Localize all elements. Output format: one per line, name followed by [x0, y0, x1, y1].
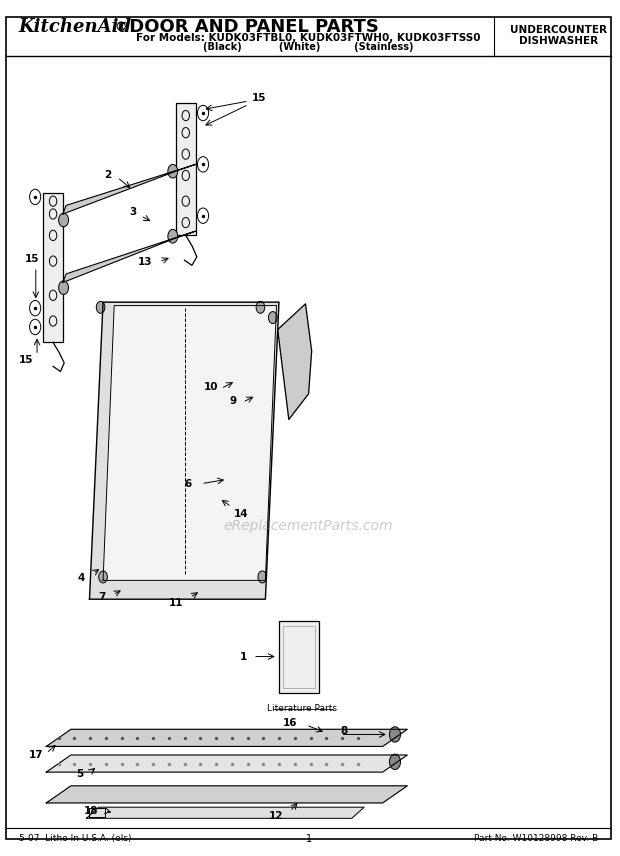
Text: 15: 15	[25, 253, 39, 264]
Text: 17: 17	[29, 750, 43, 760]
Text: 6: 6	[185, 479, 192, 489]
Circle shape	[268, 312, 277, 324]
Text: 16: 16	[283, 718, 298, 728]
Circle shape	[256, 301, 265, 313]
Text: 12: 12	[269, 811, 284, 821]
Polygon shape	[103, 306, 277, 580]
Text: 7: 7	[98, 592, 105, 603]
Circle shape	[168, 229, 178, 243]
Text: 9: 9	[230, 395, 237, 406]
Circle shape	[168, 164, 178, 178]
Text: Literature Parts: Literature Parts	[267, 704, 337, 713]
Text: 5: 5	[77, 769, 84, 779]
Text: 10: 10	[204, 382, 218, 392]
Text: 15: 15	[19, 354, 33, 365]
Polygon shape	[63, 164, 196, 214]
Text: 18: 18	[84, 805, 99, 816]
Text: For Models: KUDK03FTBL0, KUDK03FTWH0, KUDK03FTSS0: For Models: KUDK03FTBL0, KUDK03FTWH0, KU…	[136, 33, 481, 43]
Bar	[176, 103, 196, 235]
Text: DOOR AND PANEL PARTS: DOOR AND PANEL PARTS	[123, 18, 379, 37]
Text: 2: 2	[104, 170, 112, 181]
Text: 1: 1	[306, 834, 312, 844]
Text: 13: 13	[138, 257, 153, 267]
Text: 15: 15	[252, 93, 267, 104]
Text: 8: 8	[341, 726, 348, 736]
Text: 5-07  Litho In U.S.A. (els): 5-07 Litho In U.S.A. (els)	[19, 835, 131, 843]
Circle shape	[258, 571, 267, 583]
Text: 4: 4	[78, 573, 85, 583]
Circle shape	[59, 281, 68, 294]
Circle shape	[389, 727, 401, 742]
Text: 1: 1	[240, 651, 247, 662]
Text: 14: 14	[233, 508, 248, 519]
Polygon shape	[63, 231, 196, 282]
Polygon shape	[89, 302, 279, 599]
Text: Part No. W10128998 Rev. B: Part No. W10128998 Rev. B	[474, 835, 599, 843]
Text: eReplacementParts.com: eReplacementParts.com	[224, 520, 393, 533]
Text: 11: 11	[169, 597, 183, 608]
Circle shape	[96, 301, 105, 313]
Text: (Black)           (White)          (Stainless): (Black) (White) (Stainless)	[203, 42, 414, 52]
Polygon shape	[46, 786, 407, 803]
Text: 3: 3	[129, 207, 136, 217]
Polygon shape	[46, 755, 407, 772]
Bar	[279, 621, 319, 693]
Circle shape	[59, 213, 68, 227]
Polygon shape	[278, 304, 312, 419]
Text: ®: ®	[114, 21, 126, 34]
Bar	[283, 626, 316, 688]
Text: UNDERCOUNTER: UNDERCOUNTER	[510, 25, 607, 35]
Circle shape	[389, 754, 401, 770]
Polygon shape	[46, 729, 407, 746]
Circle shape	[99, 571, 107, 583]
Polygon shape	[86, 807, 364, 818]
Text: KitchenAid: KitchenAid	[19, 18, 131, 37]
Bar	[43, 193, 63, 342]
Text: DISHWASHER: DISHWASHER	[519, 36, 598, 46]
